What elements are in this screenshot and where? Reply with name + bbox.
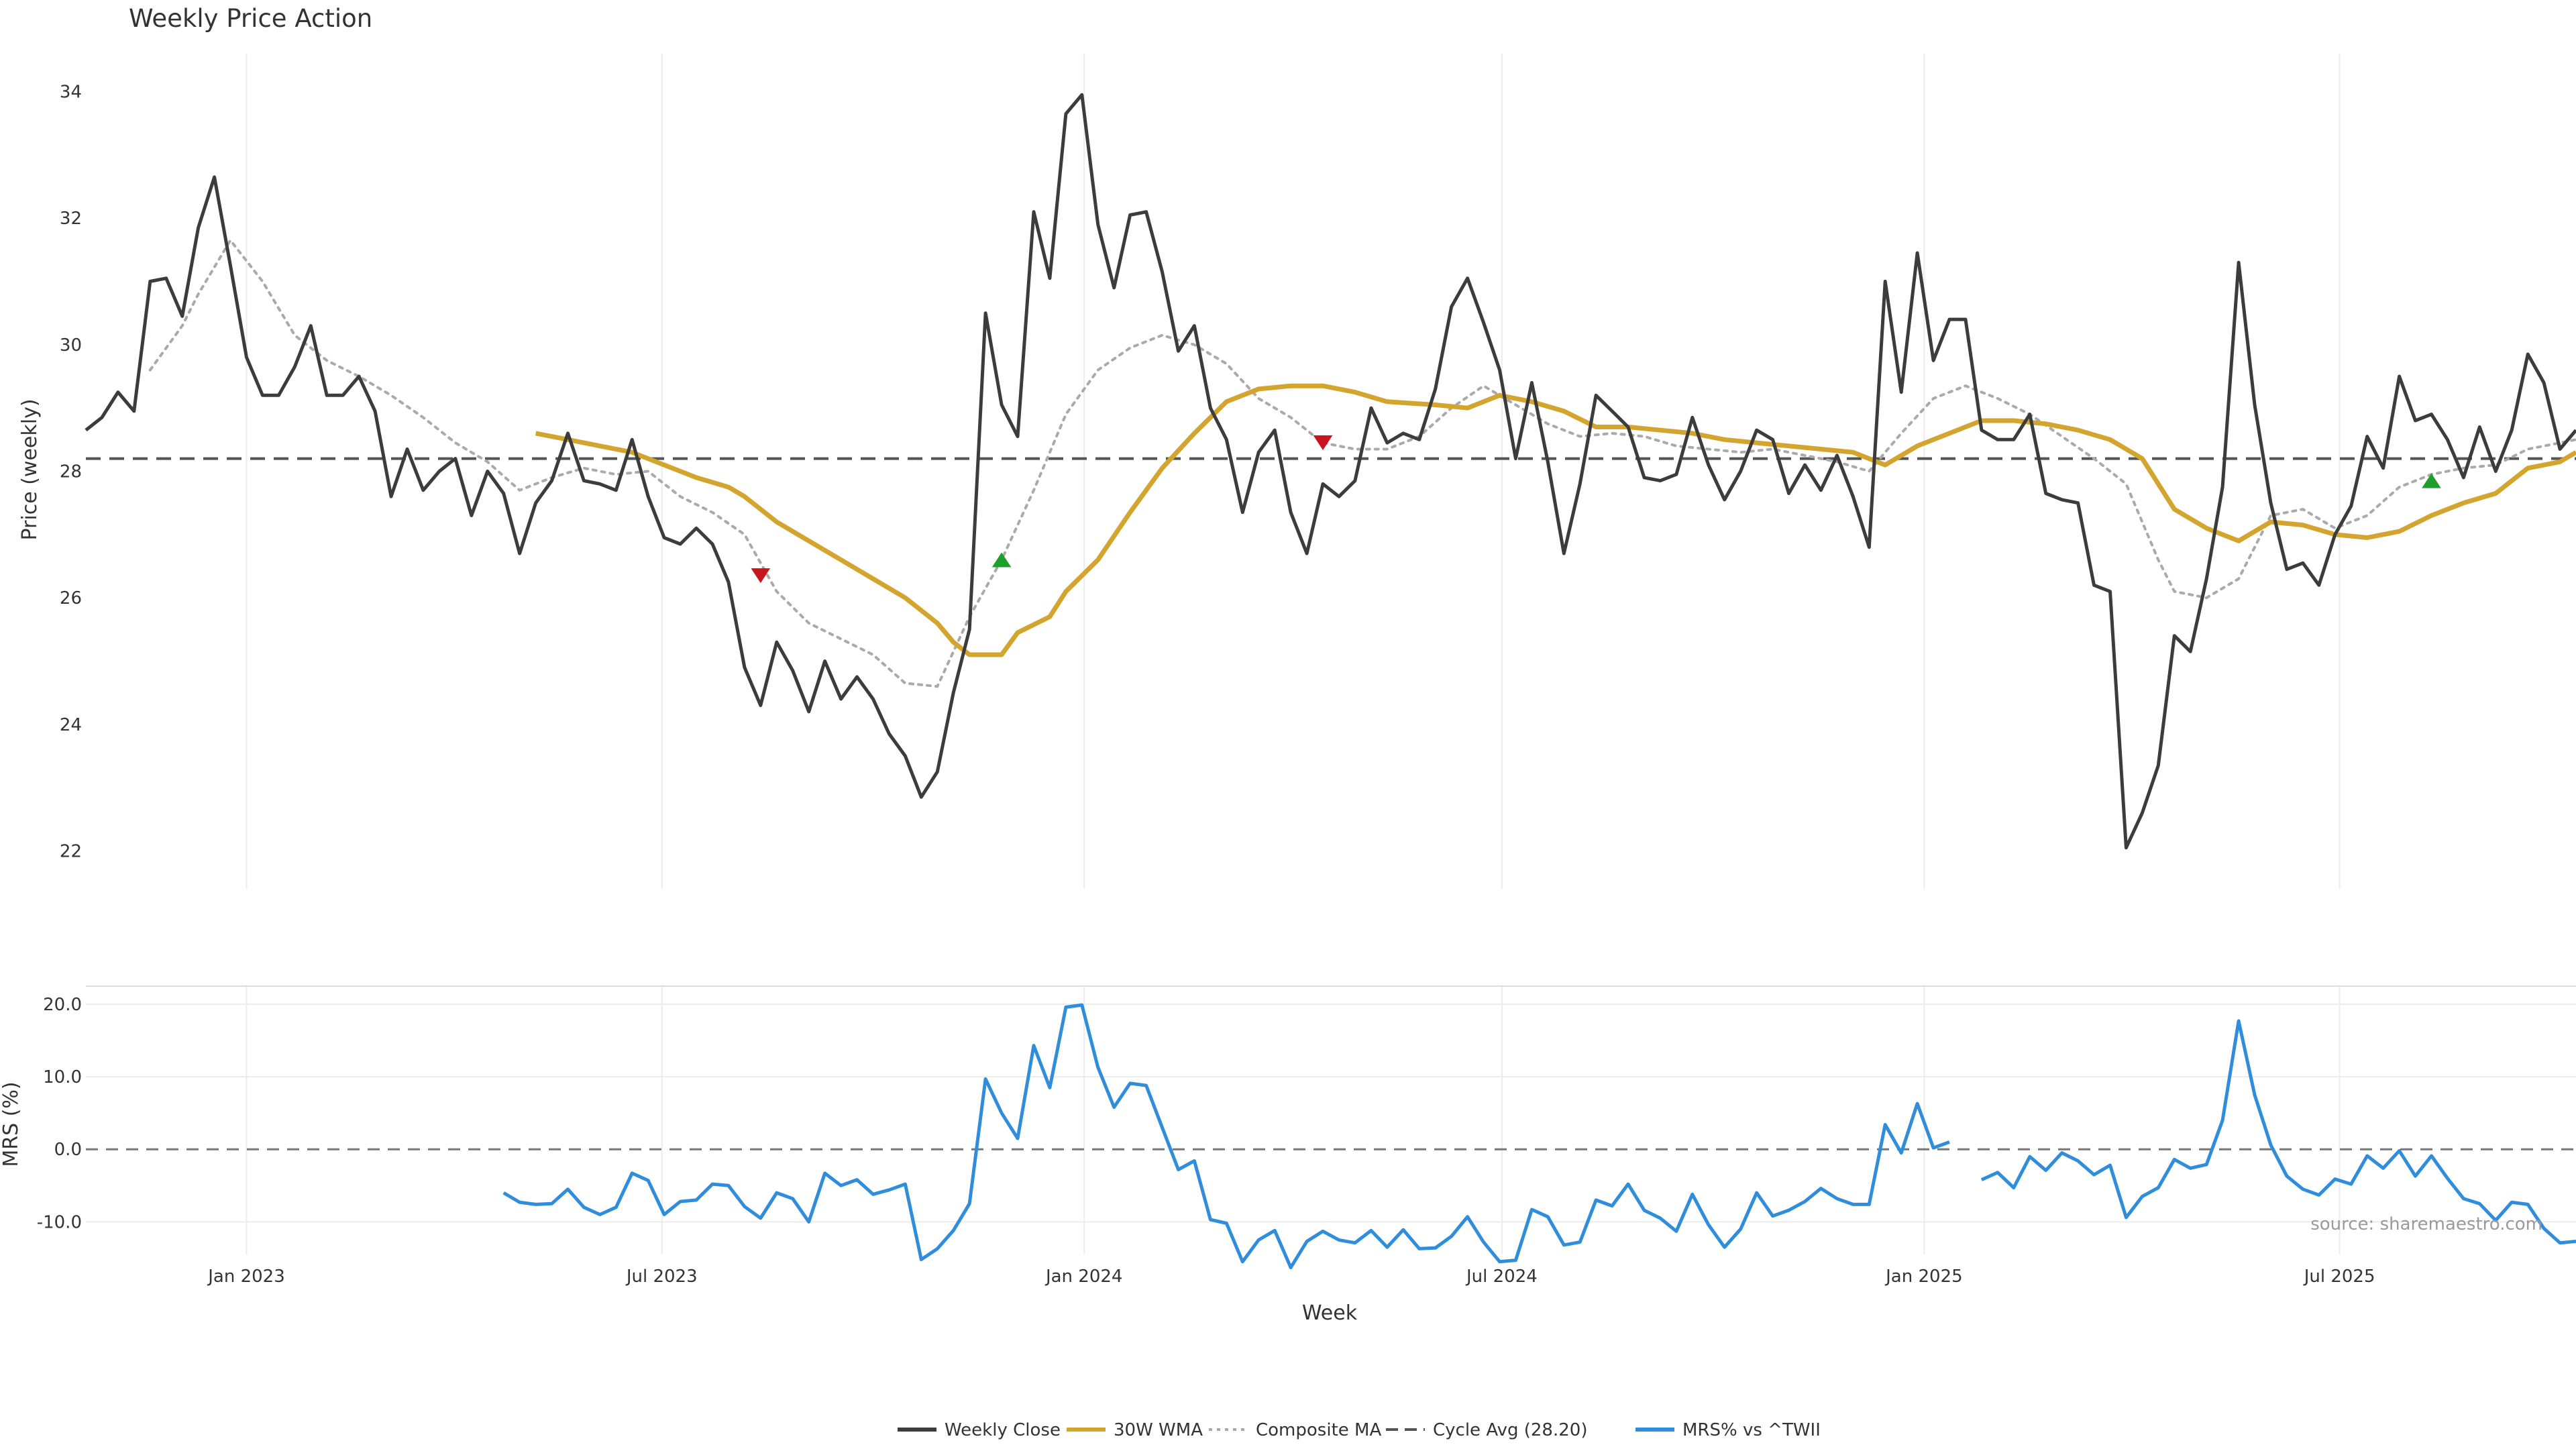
legend-label-1: 30W WMA [1114,1420,1203,1440]
price-y-tick-0: 22 [60,841,82,861]
x-tick-label-5: Jul 2025 [2303,1267,2375,1287]
x-tick-label-0: Jan 2023 [207,1267,285,1287]
x-axis-label: Week [1302,1301,1358,1325]
price-y-tick-6: 34 [60,83,82,103]
price-panel: 22 24 26 28 30 32 34 [60,54,2576,889]
legend-label-3: Cycle Avg (28.20) [1433,1420,1587,1440]
wma-30w-line [535,383,2576,657]
mrs-line-segment-1 [502,1003,1950,1269]
legend-label-0: Weekly Close [945,1420,1061,1440]
legend: Weekly Close 30W WMA Composite MA Cycle Avg… [898,1420,1821,1440]
x-tick-label-1: Jul 2023 [625,1267,698,1287]
price-y-tick-2: 26 [60,588,82,608]
mrs-y-tick-1: 10.0 [43,1067,82,1087]
price-y-axis-label: Price (weekly) [18,398,42,540]
price-y-tick-4: 30 [60,335,82,356]
price-y-tick-3: 28 [60,462,82,482]
mrs-y-tick-0: 20.0 [43,995,82,1015]
x-tick-label-2: Jan 2024 [1044,1267,1123,1287]
mrs-y-tick-3: -10.0 [37,1212,82,1232]
composite-ma-line [148,237,2576,688]
source-credit: source: sharemaestro.com [2310,1214,2542,1234]
price-y-tick-1: 24 [60,715,82,735]
mrs-panel: Jan 2023 Jul 2023 Jan 2024 Jul 2024 Jan 2025… [37,985,2576,1287]
sell-signal-marker-2 [1313,435,1333,451]
legend-label-4: MRS% vs ^TWII [1682,1420,1821,1440]
buy-signal-marker-3 [2422,473,2441,488]
buy-signal-marker-1 [991,552,1012,568]
mrs-y-axis-label: MRS (%) [0,1081,23,1167]
mrs-y-tick-2: 0.0 [54,1140,82,1160]
legend-label-2: Composite MA [1256,1420,1381,1440]
x-tick-label-4: Jan 2025 [1884,1267,1963,1287]
chart-title: Weekly Price Action [129,4,372,33]
price-y-tick-5: 32 [60,209,82,229]
weekly-close-line [85,93,2576,850]
sell-signal-marker-0 [751,568,771,584]
mrs-line-segment-2 [1980,1019,2576,1245]
x-tick-label-3: Jul 2024 [1465,1267,1538,1287]
